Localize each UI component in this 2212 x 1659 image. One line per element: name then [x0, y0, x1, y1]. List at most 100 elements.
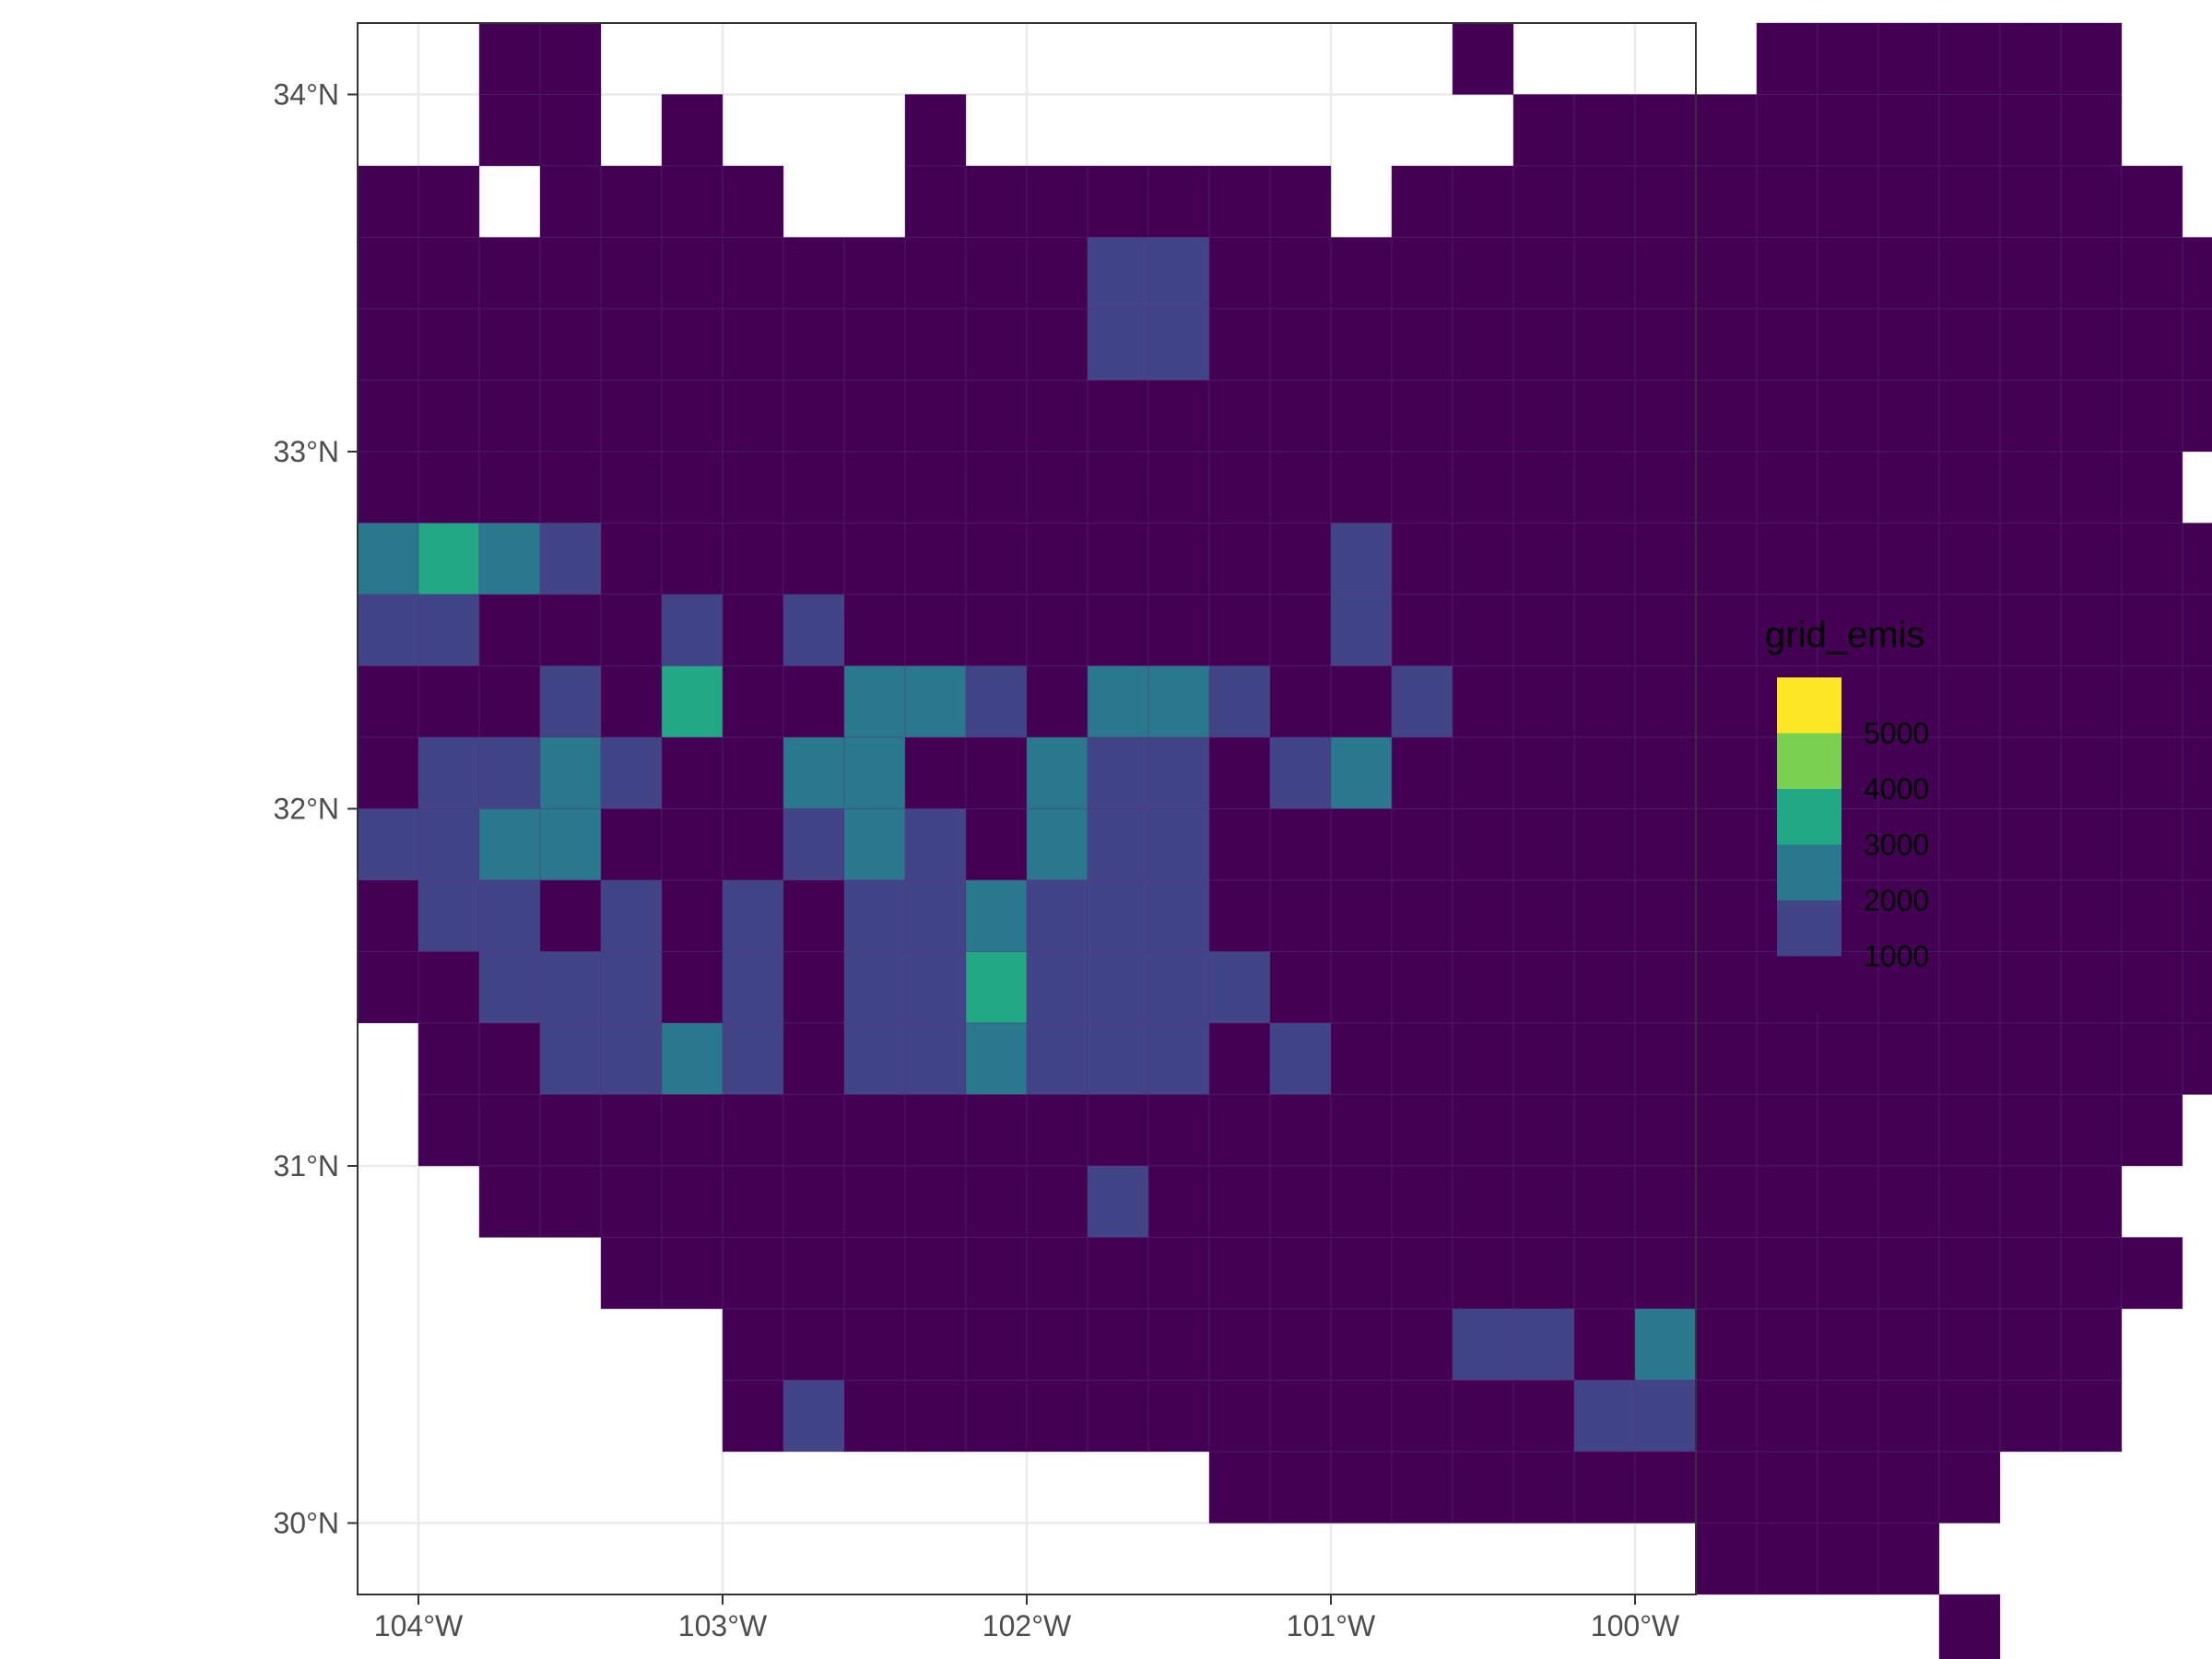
grid-cell [1573, 808, 1636, 881]
grid-cell [1634, 1022, 1697, 1095]
grid-cell [539, 808, 602, 881]
grid-cell [1573, 1308, 1636, 1381]
grid-cell [843, 1165, 906, 1238]
grid-cell [1208, 1380, 1271, 1453]
grid-cell [1087, 808, 1149, 881]
grid-cell [1634, 1094, 1697, 1167]
grid-cell [1999, 1237, 2062, 1310]
grid-cell [478, 1022, 541, 1095]
grid-cell [1634, 665, 1697, 738]
grid-cell [1330, 1022, 1393, 1095]
grid-cell [843, 523, 906, 595]
grid-cell [1391, 1022, 1453, 1095]
grid-cell [1087, 523, 1149, 595]
grid-cell [1026, 380, 1088, 453]
grid-cell [965, 879, 1028, 952]
grid-cell [661, 94, 724, 167]
grid-cell [1147, 1237, 1210, 1310]
grid-cell [843, 736, 906, 809]
grid-cell [1452, 165, 1514, 238]
grid-cell [843, 808, 906, 881]
grid-cell [600, 165, 663, 238]
grid-cell [722, 237, 784, 310]
grid-cell [843, 1308, 906, 1381]
grid-cell [1695, 237, 1758, 310]
grid-cell [722, 1237, 784, 1310]
grid-cell [1147, 808, 1210, 881]
grid-cell [1147, 237, 1210, 310]
grid-cell [1208, 879, 1271, 952]
grid-cell [1391, 451, 1453, 524]
grid-cell [1938, 1594, 2001, 1659]
grid-cell [2121, 951, 2183, 1024]
grid-cell [1391, 1094, 1453, 1167]
grid-cell [478, 380, 541, 453]
grid-cell [1634, 951, 1697, 1024]
grid-cell [1087, 165, 1149, 238]
grid-cell [2060, 451, 2123, 524]
grid-cell [1877, 808, 1940, 881]
grid-cell [1087, 594, 1149, 666]
grid-cell [1208, 1094, 1271, 1167]
grid-cell [1512, 1380, 1575, 1453]
grid-cell [1512, 1308, 1575, 1381]
grid-cell [478, 22, 541, 95]
grid-cell [1695, 451, 1758, 524]
grid-cell [1330, 308, 1393, 381]
grid-cell [1269, 1237, 1332, 1310]
grid-cell [418, 951, 480, 1024]
grid-cell [1999, 879, 2062, 952]
grid-cell [1208, 594, 1271, 666]
grid-cell [1877, 94, 1940, 167]
grid-cell [661, 451, 724, 524]
grid-cell [1147, 594, 1210, 666]
grid-cell [1634, 1308, 1697, 1381]
grid-cell [904, 594, 967, 666]
grid-cell [2121, 1094, 2183, 1167]
grid-cell [1817, 165, 1879, 238]
grid-cell [418, 1022, 480, 1095]
grid-cell [782, 879, 845, 952]
grid-cell [1817, 451, 1879, 524]
grid-cell [1391, 523, 1453, 595]
grid-cell [1634, 1380, 1697, 1453]
grid-cell [539, 736, 602, 809]
grid-cell [1512, 165, 1575, 238]
grid-cell [539, 1165, 602, 1238]
grid-cell [661, 879, 724, 952]
grid-cell [1512, 94, 1575, 167]
grid-cell [1208, 1451, 1271, 1524]
grid-cell [2060, 665, 2123, 738]
grid-cell [600, 380, 663, 453]
grid-cell [904, 1308, 967, 1381]
grid-cell [904, 308, 967, 381]
legend-title: grid_emis [1765, 615, 1924, 655]
grid-cell [965, 237, 1028, 310]
grid-cell [600, 808, 663, 881]
grid-cell [2060, 22, 2123, 95]
grid-cell [1391, 879, 1453, 952]
grid-cell [782, 308, 845, 381]
grid-cell [904, 451, 967, 524]
grid-cell [478, 237, 541, 310]
grid-cell [1391, 1380, 1453, 1453]
grid-cell [1026, 1308, 1088, 1381]
grid-cell [1938, 1237, 2001, 1310]
grid-cell [1999, 165, 2062, 238]
grid-cell [1330, 665, 1393, 738]
grid-cell [722, 736, 784, 809]
grid-cell [1756, 1308, 1818, 1381]
grid-cell [2182, 1022, 2212, 1095]
grid-cell [1269, 736, 1332, 809]
grid-cell [1330, 808, 1393, 881]
grid-cell [539, 237, 602, 310]
grid-cell [2060, 237, 2123, 310]
grid-cell [1695, 1308, 1758, 1381]
grid-cell [722, 951, 784, 1024]
grid-cell [1330, 1237, 1393, 1310]
grid-cell [1573, 1451, 1636, 1524]
grid-cell [1877, 594, 1940, 666]
grid-cell [1634, 1237, 1697, 1310]
grid-cell [1512, 594, 1575, 666]
grid-cell [1512, 1237, 1575, 1310]
